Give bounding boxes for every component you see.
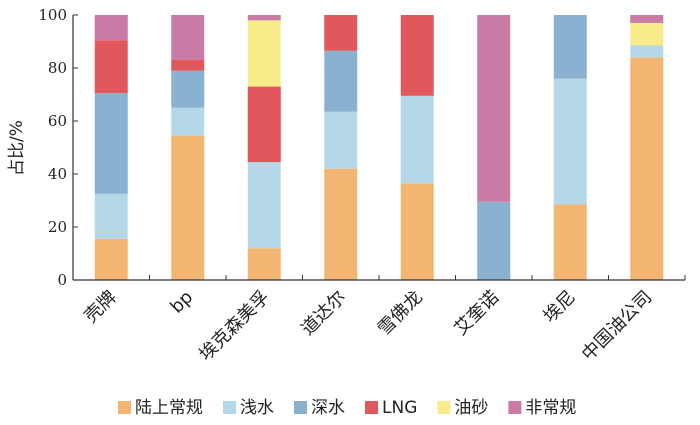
x-tick-label: 雪佛龙 bbox=[374, 287, 427, 340]
bar-segment-4-1 bbox=[324, 168, 358, 280]
bar-segment-7-3 bbox=[553, 15, 587, 79]
bar-segment-6-6 bbox=[477, 15, 511, 202]
x-tick-label: 道达尔 bbox=[297, 287, 350, 340]
bar-segment-8-5 bbox=[630, 22, 664, 46]
legend-swatch bbox=[223, 401, 236, 414]
bar-segment-1-1 bbox=[94, 238, 128, 280]
legend-swatch bbox=[118, 401, 131, 414]
legend: 陆上常规 浅水 深水 LNG 油砂 非常规 bbox=[118, 398, 576, 418]
y-axis-title: 占比/% bbox=[7, 120, 27, 176]
legend-swatch bbox=[294, 401, 307, 414]
bar-segment-3-4 bbox=[247, 86, 281, 163]
x-tick-label: bp bbox=[166, 287, 197, 318]
x-tick-label: 埃尼 bbox=[539, 287, 579, 327]
x-tick-label: 壳牌 bbox=[80, 287, 120, 327]
bar-segment-7-1 bbox=[553, 204, 587, 280]
bar-segment-2-6 bbox=[171, 15, 205, 61]
bar-segment-1-6 bbox=[94, 15, 128, 41]
legend-label: 浅水 bbox=[240, 398, 274, 418]
bar-segment-7-2 bbox=[553, 78, 587, 205]
bar-segment-5-2 bbox=[400, 95, 434, 184]
bar-segment-2-3 bbox=[171, 70, 205, 108]
legend-label: 非常规 bbox=[525, 398, 576, 418]
legend-swatch bbox=[508, 401, 522, 414]
y-tick-label: 60 bbox=[48, 112, 67, 130]
bar-segment-4-4 bbox=[324, 15, 358, 51]
legend-swatch bbox=[437, 401, 451, 414]
bar-segment-2-4 bbox=[171, 60, 205, 71]
legend-swatch bbox=[365, 401, 378, 414]
bar-segment-8-2 bbox=[630, 45, 664, 58]
bar-segment-8-6 bbox=[630, 15, 664, 23]
bar-segment-5-1 bbox=[400, 183, 434, 280]
legend-label: 深水 bbox=[311, 398, 345, 418]
bar-segment-3-1 bbox=[247, 248, 281, 280]
y-tick-label: 20 bbox=[48, 218, 67, 236]
bar-segment-1-2 bbox=[94, 193, 128, 239]
bar-segment-5-4 bbox=[400, 15, 434, 96]
bar-segment-8-1 bbox=[630, 57, 664, 281]
bars-layer bbox=[94, 15, 664, 281]
bar-segment-3-6 bbox=[247, 15, 281, 21]
x-tick-label: 中国油公司 bbox=[578, 287, 656, 365]
bar-segment-6-3 bbox=[477, 201, 511, 280]
bar-segment-1-3 bbox=[94, 93, 128, 194]
legend-label: LNG bbox=[382, 398, 417, 418]
y-tick-label: 40 bbox=[48, 165, 67, 183]
bar-segment-4-2 bbox=[324, 111, 358, 169]
bar-segment-2-1 bbox=[171, 135, 205, 280]
bar-segment-1-4 bbox=[94, 40, 128, 94]
legend-label: 陆上常规 bbox=[135, 398, 203, 418]
legend-label: 油砂 bbox=[454, 398, 488, 418]
bar-segment-3-5 bbox=[247, 20, 281, 87]
x-tick-label: 艾奎诺 bbox=[450, 287, 503, 340]
y-tick-label: 100 bbox=[38, 6, 67, 24]
bar-segment-2-2 bbox=[171, 107, 205, 136]
y-tick-label: 80 bbox=[48, 59, 67, 77]
y-tick-label: 0 bbox=[57, 271, 67, 289]
bar-segment-3-2 bbox=[247, 162, 281, 249]
x-tick-label: 埃克森美孚 bbox=[195, 287, 273, 365]
bar-segment-4-3 bbox=[324, 50, 358, 112]
